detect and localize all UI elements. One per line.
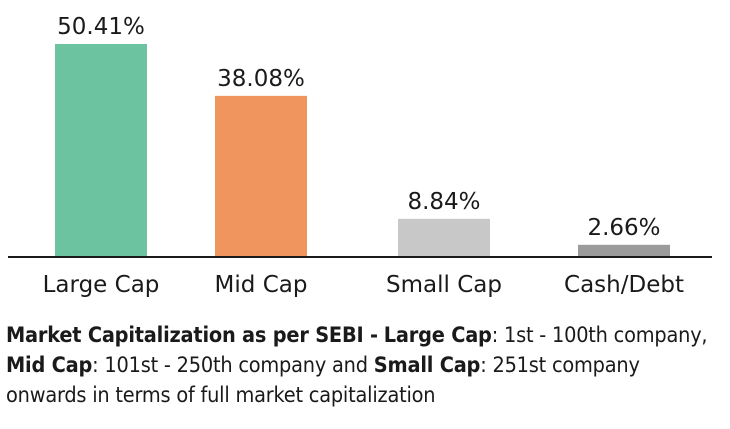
category-label-mid-cap: Mid Cap xyxy=(215,272,308,298)
note-small-cap-label: Small Cap xyxy=(373,353,481,378)
category-label-cash-debt: Cash/Debt xyxy=(564,272,684,298)
note-mid-cap-label: Mid Cap xyxy=(6,353,93,378)
bar-large-cap xyxy=(55,44,147,256)
category-label-large-cap: Large Cap xyxy=(43,272,160,298)
value-label-large-cap: 50.41% xyxy=(57,14,145,40)
bars-group xyxy=(55,44,670,256)
labels-group: 50.41% Large Cap 38.08% Mid Cap 8.84% Small C… xyxy=(43,14,684,298)
bar-cash-debt xyxy=(578,244,670,256)
value-label-small-cap: 8.84% xyxy=(407,189,480,215)
note-large-cap-label: Large Cap xyxy=(383,323,492,348)
category-label-small-cap: Small Cap xyxy=(386,272,502,298)
market-cap-note: Market Capitalization as per SEBI - Larg… xyxy=(6,321,720,411)
bar-chart: 50.41% Large Cap 38.08% Mid Cap 8.84% Small C… xyxy=(8,14,712,298)
bar-mid-cap xyxy=(215,95,307,256)
note-small-cap-range: : 251st company onwards in terms of full… xyxy=(6,353,640,408)
value-label-mid-cap: 38.08% xyxy=(217,66,305,92)
value-label-cash-debt: 2.66% xyxy=(587,215,660,241)
note-heading: Market Capitalization as per SEBI - xyxy=(6,323,378,348)
bar-small-cap xyxy=(398,218,490,256)
note-mid-cap-range: : 101st - 250th company and xyxy=(92,353,368,378)
note-large-cap-range: : 1st - 100th company, xyxy=(491,323,708,348)
